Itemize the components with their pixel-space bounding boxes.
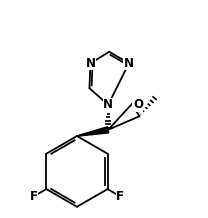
Text: N: N [85,57,95,70]
Text: O: O [133,98,143,111]
Text: N: N [103,98,113,111]
Text: F: F [30,190,38,203]
Text: N: N [124,57,134,70]
Polygon shape [77,127,109,136]
Text: F: F [116,190,124,203]
